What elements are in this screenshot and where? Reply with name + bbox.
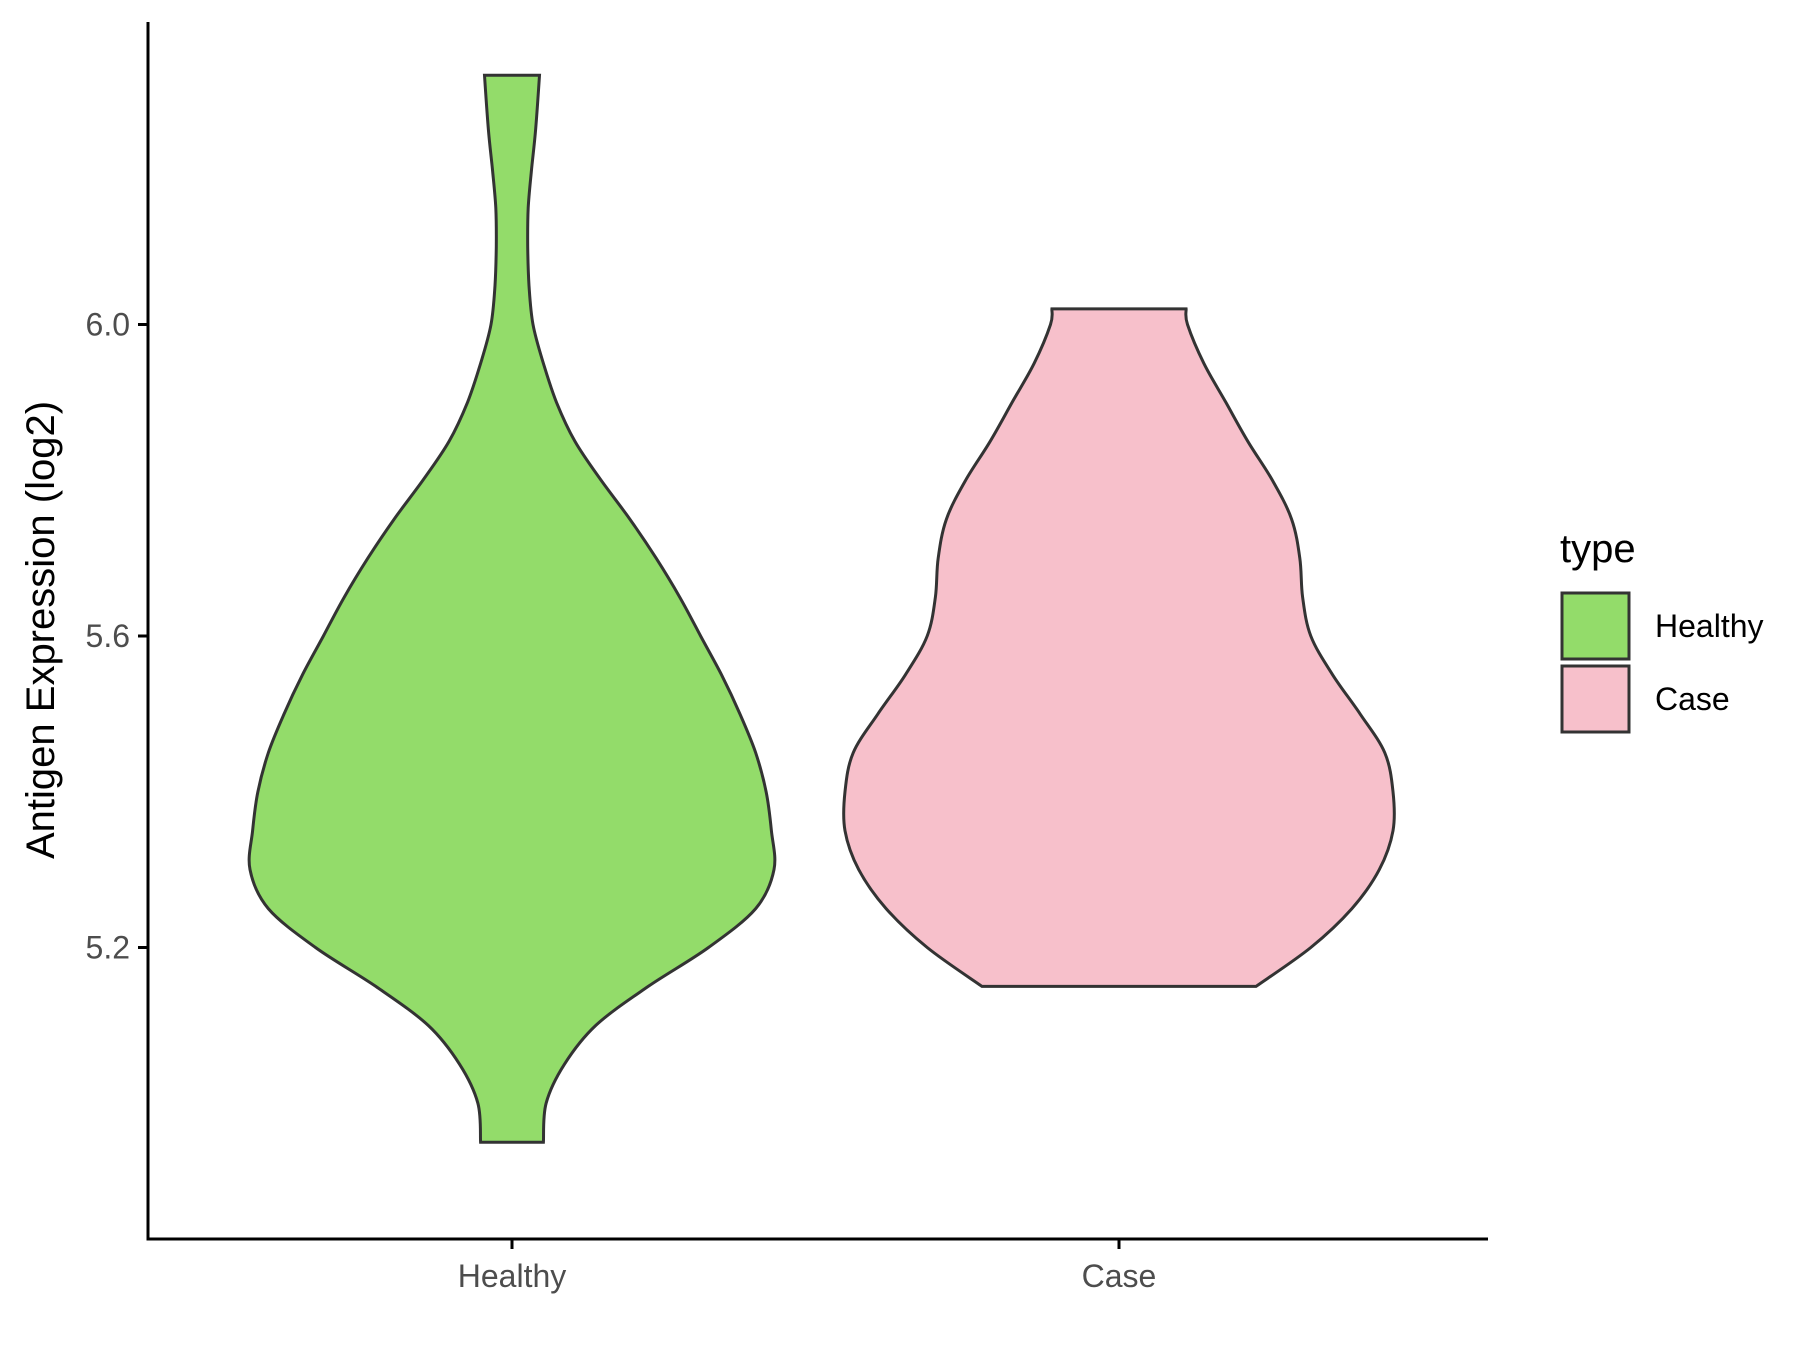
legend: type Healthy Case (1560, 527, 1764, 734)
legend-title: type (1560, 527, 1636, 571)
legend-key-healthy (1560, 591, 1631, 661)
x-axis-ticks: Healthy Case (458, 1239, 1157, 1294)
legend-label: Healthy (1655, 608, 1764, 644)
y-axis-ticks: 5.2 5.6 6.0 (86, 307, 148, 966)
violin-case (842, 307, 1396, 988)
y-tick-label: 6.0 (86, 307, 130, 343)
y-axis-title: Antigen Expression (log2) (19, 401, 63, 859)
violin-layer (247, 73, 1396, 1144)
violin-healthy (247, 73, 777, 1144)
y-tick-label: 5.2 (86, 930, 130, 966)
legend-key-case (1560, 664, 1631, 734)
x-tick-label: Case (1082, 1258, 1157, 1294)
y-tick-label: 5.6 (86, 618, 130, 654)
legend-label: Case (1655, 681, 1730, 717)
legend-items: Healthy Case (1560, 591, 1764, 734)
x-tick-label: Healthy (458, 1258, 567, 1294)
